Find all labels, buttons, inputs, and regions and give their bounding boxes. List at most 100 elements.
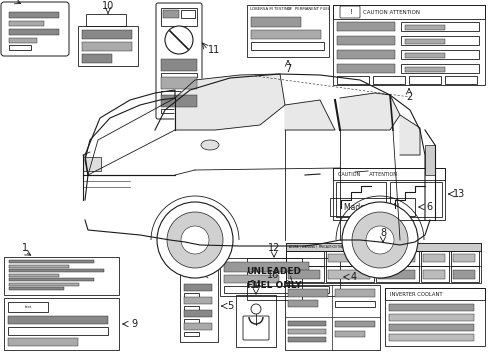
Bar (224, 262, 308, 272)
Bar (404, 25, 444, 30)
Bar (163, 10, 179, 18)
Text: FUEL ONLY: FUEL ONLY (246, 282, 301, 291)
Bar (336, 64, 394, 73)
Bar (8, 302, 48, 312)
Bar (183, 310, 212, 317)
Bar (334, 289, 374, 297)
Bar (450, 266, 478, 282)
Bar (9, 260, 94, 263)
Bar (4, 298, 119, 350)
Bar (325, 251, 373, 266)
Bar (408, 76, 440, 84)
Bar (183, 293, 199, 297)
Bar (8, 338, 78, 346)
Bar (420, 266, 448, 282)
Bar (325, 266, 373, 282)
Bar (83, 157, 101, 171)
Bar (332, 168, 444, 220)
Bar (9, 29, 59, 35)
Polygon shape (175, 74, 285, 130)
Text: 5: 5 (226, 301, 233, 311)
Bar (335, 182, 385, 217)
Text: !: ! (198, 274, 200, 279)
Circle shape (164, 26, 193, 54)
Bar (82, 30, 132, 39)
Bar (250, 17, 301, 27)
Bar (9, 269, 104, 272)
Bar (287, 300, 317, 307)
Text: LDBERSA M TESTING: LDBERSA M TESTING (249, 7, 290, 11)
Bar (336, 76, 368, 84)
Bar (422, 254, 444, 262)
Bar (78, 26, 138, 66)
Bar (400, 64, 478, 73)
Bar (82, 54, 112, 63)
Bar (334, 321, 374, 327)
Bar (444, 76, 476, 84)
Text: CAUTION ATTENTION: CAUTION ATTENTION (362, 9, 419, 14)
Bar (161, 8, 197, 26)
Bar (161, 109, 197, 113)
Bar (285, 285, 379, 350)
Circle shape (351, 212, 407, 268)
Bar (8, 327, 108, 335)
Text: OF  PERMANENT FUEL: OF PERMANENT FUEL (286, 7, 329, 11)
Text: 11: 11 (207, 45, 220, 55)
Bar (180, 270, 218, 342)
Bar (287, 289, 327, 297)
Bar (388, 334, 473, 341)
Text: UNLEADED: UNLEADED (246, 267, 301, 276)
Bar (161, 77, 197, 89)
Bar (161, 95, 197, 107)
Bar (404, 67, 444, 72)
Bar (375, 266, 418, 282)
Bar (332, 168, 444, 180)
Bar (161, 73, 197, 77)
Bar (422, 270, 444, 279)
Bar (246, 5, 328, 57)
Bar (285, 243, 480, 283)
Bar (332, 5, 484, 85)
Text: 8: 8 (379, 228, 385, 238)
Bar (183, 323, 212, 330)
Bar (450, 251, 478, 266)
Bar (287, 337, 325, 342)
Text: 12: 12 (267, 243, 280, 253)
Bar (9, 265, 69, 267)
Bar (9, 45, 31, 50)
Bar (420, 251, 448, 266)
Bar (181, 10, 195, 18)
Bar (236, 295, 275, 347)
Circle shape (341, 202, 417, 278)
Bar (377, 254, 414, 262)
Text: INVERTER COOLANT: INVERTER COOLANT (389, 292, 442, 297)
Bar (287, 270, 319, 279)
Bar (336, 22, 394, 31)
Circle shape (157, 202, 232, 278)
Polygon shape (285, 100, 334, 130)
Text: 1: 1 (22, 243, 28, 253)
Bar (327, 254, 369, 262)
Text: CAUTION      ATTENTION: CAUTION ATTENTION (337, 172, 396, 177)
Bar (250, 30, 320, 39)
Bar (9, 38, 37, 43)
Bar (287, 329, 325, 334)
Ellipse shape (201, 140, 219, 150)
Bar (9, 274, 59, 276)
Bar (285, 243, 480, 251)
Text: 2: 2 (405, 92, 411, 102)
Bar (183, 332, 199, 336)
Bar (183, 284, 212, 291)
Bar (384, 288, 484, 300)
Bar (334, 301, 374, 307)
Bar (161, 59, 197, 71)
Text: 4: 4 (350, 272, 356, 282)
FancyBboxPatch shape (1, 2, 69, 56)
Bar (224, 286, 328, 293)
Bar (224, 275, 279, 283)
Bar (336, 36, 394, 45)
Text: Made in JAPAN: Made in JAPAN (344, 202, 399, 211)
Bar (9, 21, 44, 26)
Bar (250, 42, 324, 50)
Bar (161, 91, 197, 95)
